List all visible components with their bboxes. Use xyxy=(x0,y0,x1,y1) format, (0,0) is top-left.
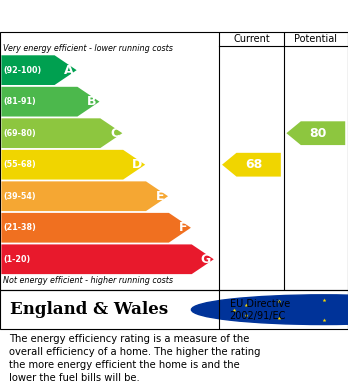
Text: Energy Efficiency Rating: Energy Efficiency Rating xyxy=(10,9,232,23)
Text: G: G xyxy=(200,253,211,266)
Text: 2002/91/EC: 2002/91/EC xyxy=(230,310,286,321)
Text: Current: Current xyxy=(233,34,270,44)
Polygon shape xyxy=(286,121,345,145)
Text: C: C xyxy=(110,127,119,140)
Text: (21-38): (21-38) xyxy=(3,223,36,232)
Text: Potential: Potential xyxy=(294,34,337,44)
Text: EU Directive: EU Directive xyxy=(230,299,290,309)
Text: Very energy efficient - lower running costs: Very energy efficient - lower running co… xyxy=(3,44,173,53)
Polygon shape xyxy=(1,150,145,179)
Text: 68: 68 xyxy=(245,158,262,171)
Polygon shape xyxy=(222,153,281,177)
Text: A: A xyxy=(64,64,73,77)
Text: The energy efficiency rating is a measure of the
overall efficiency of a home. T: The energy efficiency rating is a measur… xyxy=(9,334,260,383)
Polygon shape xyxy=(1,181,168,211)
Polygon shape xyxy=(1,55,77,85)
Text: E: E xyxy=(156,190,165,203)
Polygon shape xyxy=(1,118,122,148)
Circle shape xyxy=(191,295,348,325)
Text: Not energy efficient - higher running costs: Not energy efficient - higher running co… xyxy=(3,276,173,285)
Polygon shape xyxy=(1,87,100,117)
Text: (81-91): (81-91) xyxy=(3,97,36,106)
Text: (69-80): (69-80) xyxy=(3,129,36,138)
Text: 80: 80 xyxy=(309,127,327,140)
Text: D: D xyxy=(132,158,142,171)
Text: (39-54): (39-54) xyxy=(3,192,36,201)
Text: England & Wales: England & Wales xyxy=(10,301,168,318)
Text: F: F xyxy=(179,221,188,234)
Text: (1-20): (1-20) xyxy=(3,255,31,264)
Polygon shape xyxy=(1,213,191,242)
Text: (55-68): (55-68) xyxy=(3,160,36,169)
Text: B: B xyxy=(87,95,96,108)
Text: (92-100): (92-100) xyxy=(3,66,42,75)
Polygon shape xyxy=(1,244,214,274)
